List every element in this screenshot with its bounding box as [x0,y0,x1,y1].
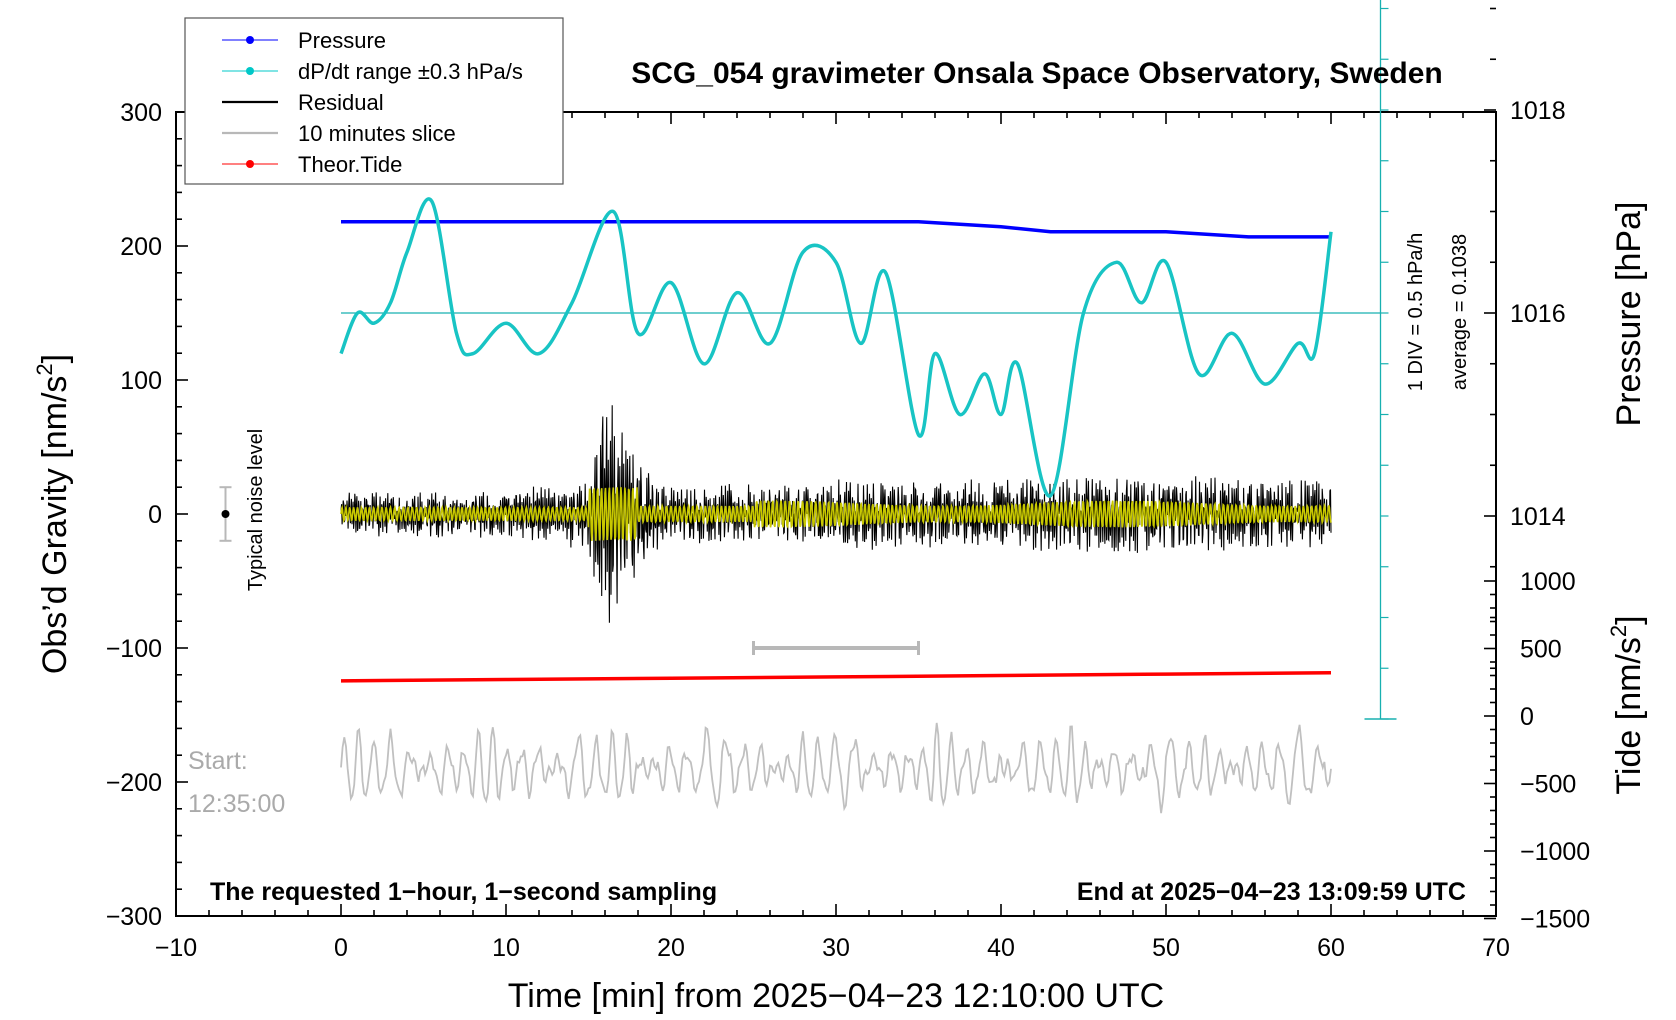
dpdt-line [339,197,1333,498]
annotation-marks [219,0,1397,720]
x-tick-label: 70 [1482,934,1510,962]
y-axis-title-close: ] [36,354,74,363]
noise-dot [221,510,230,518]
tide-tick-label: −1000 [1520,838,1590,866]
y-tick-label: 100 [120,367,162,395]
tide-axis-title-close: ] [1610,615,1648,624]
pressure-tick-label: 1018 [1510,97,1566,125]
x-tick-label: 0 [334,934,348,962]
x-tick-label: −10 [155,934,197,962]
y-axis-title-sup: 2 [32,363,57,375]
tide-tick-label: 1000 [1520,568,1576,596]
tide-tick-label: −500 [1520,771,1576,799]
pressure-tick-label: 1016 [1510,300,1566,328]
tide-axis-title-sup: 2 [1606,625,1631,637]
pressure-axis-title: Pressure [hPa] [1610,202,1648,427]
slice-line [340,722,1332,814]
x-axis-title: Time [min] from 2025−04−23 12:10:00 UTC [508,977,1164,1015]
legend-marker [246,67,254,75]
legend-entries: Pressure dP/dt range ±0.3 hPa/s Residual 10… [222,28,523,177]
y-tick-label: −100 [106,635,162,663]
div-note: 1 DIV = 0.5 hPa/h [1405,233,1427,391]
data-layer [339,197,1381,814]
typical-noise-label: Typical noise level [245,429,267,591]
x-tick-label: 40 [987,934,1015,962]
tide-tick-label: 500 [1520,636,1562,664]
legend-label: 10 minutes slice [298,121,456,146]
x-tick-label: 60 [1317,934,1345,962]
y-tick-label: 200 [120,233,162,261]
tide-tick-label: 0 [1520,703,1534,731]
legend: Pressure dP/dt range ±0.3 hPa/s Residual 10… [184,17,564,185]
bottom-left-note: The requested 1−hour, 1−second sampling [210,878,717,906]
legend-marker [246,160,254,168]
tide-axis-title: Tide [nm/s2] [1606,615,1648,794]
x-tick-label: 20 [657,934,685,962]
tide-tick-label: −1500 [1520,906,1590,934]
legend-label: Residual [298,90,384,115]
x-tick-label: 50 [1152,934,1180,962]
y-axis-title: Obs’d Gravity [nm/s2] [32,354,74,674]
legend-marker [246,36,254,44]
y-axis-title-text: Obs’d Gravity [nm/s [36,376,74,675]
legend-label: Theor.Tide [298,152,402,177]
average-note: average = 0.1038 [1449,234,1471,390]
x-tick-label: 30 [822,934,850,962]
start-label: Start: [188,747,248,775]
y-axis-pressure: 1018 1016 1014 [1484,7,1566,670]
y-tick-label: 300 [120,99,162,127]
pressure-tick-label: 1014 [1510,503,1566,531]
legend-label: Pressure [298,28,386,53]
pressure-line [341,219,1331,239]
y-tick-label: 0 [148,501,162,529]
legend-label: dP/dt range ±0.3 hPa/s [298,59,523,84]
y-tick-label: −200 [106,769,162,797]
y-axis-left: 300 200 100 0 −100 −200 −300 [106,99,188,931]
x-tick-label: 10 [492,934,520,962]
filtered-residual-line [340,487,1332,541]
tide-line [340,671,1332,683]
y-tick-label: −300 [106,903,162,931]
tide-axis-title-text: Tide [nm/s [1610,637,1648,794]
start-time: 12:35:00 [188,790,285,818]
x-axis: −10 0 10 20 30 40 50 60 70 [155,112,1510,962]
y-axis-tide: 1000 500 0 −500 −1000 −1500 [1484,568,1590,934]
chart-title: SCG_054 gravimeter Onsala Space Observat… [631,57,1443,90]
bottom-right-note: End at 2025−04−23 13:09:59 UTC [1077,878,1466,906]
